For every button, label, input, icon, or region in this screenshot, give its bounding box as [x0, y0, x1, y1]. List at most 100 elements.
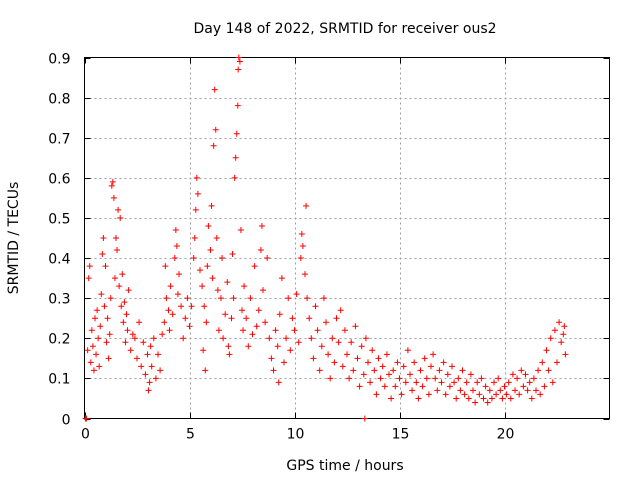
x-axis-label: GPS time / hours [286, 458, 403, 474]
data-point [472, 399, 479, 406]
data-point [111, 275, 118, 282]
data-point [314, 327, 321, 334]
data-point [86, 263, 93, 270]
data-point [94, 307, 101, 314]
data-point [124, 327, 131, 334]
data-point [240, 327, 247, 334]
data-point [234, 102, 241, 109]
data-point [361, 415, 368, 422]
data-point [136, 319, 143, 326]
data-point [428, 363, 434, 370]
data-point [182, 315, 189, 322]
data-point [146, 379, 153, 386]
data-point [202, 367, 209, 374]
data-point [163, 295, 170, 302]
y-tick-label: 0.7 [48, 132, 70, 148]
data-point [210, 142, 217, 149]
data-point [402, 379, 409, 386]
data-point [413, 379, 420, 386]
data-point [99, 251, 106, 258]
data-point [118, 303, 125, 310]
data-point [145, 387, 152, 394]
data-point [453, 395, 460, 402]
data-point [194, 190, 201, 197]
data-point [219, 255, 226, 262]
data-point [417, 367, 424, 374]
data-point [138, 363, 145, 370]
data-point [470, 387, 476, 394]
data-point [381, 383, 388, 390]
data-point [272, 327, 279, 334]
data-point [291, 327, 298, 334]
data-point [434, 387, 441, 394]
data-point [199, 283, 206, 290]
x-tick-label: 5 [186, 427, 195, 443]
data-point [247, 295, 254, 302]
data-point [514, 375, 521, 382]
data-point [486, 387, 493, 394]
data-point [140, 339, 147, 346]
data-point [235, 66, 242, 73]
data-point [98, 291, 105, 298]
y-tick-label: 0.8 [48, 92, 70, 108]
data-point [539, 359, 546, 366]
data-point [375, 355, 382, 362]
data-point [467, 371, 474, 378]
data-point [396, 375, 403, 382]
data-point [243, 315, 250, 322]
data-point [325, 351, 332, 358]
data-point [373, 391, 380, 398]
data-point [407, 371, 413, 378]
data-point [93, 351, 100, 358]
data-point [107, 295, 114, 302]
data-point [100, 235, 107, 241]
x-tick-label: 15 [392, 427, 410, 443]
data-point [545, 367, 552, 374]
data-point [465, 395, 472, 402]
data-point [162, 263, 169, 270]
data-point [308, 335, 315, 342]
data-point [193, 174, 200, 181]
data-point [258, 222, 265, 229]
data-point [302, 271, 308, 278]
data-point [430, 351, 437, 358]
data-point [304, 295, 311, 302]
data-point [119, 271, 126, 278]
data-point [251, 263, 258, 270]
data-point [365, 359, 371, 366]
data-point [274, 343, 281, 350]
data-point [335, 339, 342, 346]
x-tick-label: 20 [497, 427, 515, 443]
data-point [123, 311, 130, 318]
data-point [455, 375, 462, 382]
data-point [129, 331, 136, 338]
data-point [84, 347, 91, 354]
data-point [558, 339, 565, 346]
data-point [197, 267, 203, 274]
data-point [318, 343, 325, 350]
data-point [499, 395, 506, 402]
data-point [174, 291, 181, 298]
data-point [411, 359, 418, 366]
data-point [442, 391, 449, 398]
data-point [176, 271, 182, 278]
data-point [526, 379, 533, 386]
data-point [101, 303, 108, 310]
data-point [188, 303, 195, 310]
data-point [96, 363, 103, 370]
data-point [237, 226, 244, 233]
data-point [495, 375, 502, 382]
data-point [171, 255, 178, 262]
data-point [255, 307, 262, 314]
data-point [213, 235, 220, 241]
y-tick-label: 0.4 [48, 252, 70, 268]
axis-ticks: 0 5 10 15 20 0 0.1 0.2 0.3 0.4 0.5 0.6 0.7 0.8 0.9 [48, 52, 610, 443]
data-point [522, 371, 529, 378]
data-point [104, 315, 111, 322]
data-point [449, 363, 455, 370]
data-point [102, 263, 109, 270]
data-point [530, 375, 537, 382]
data-point [415, 395, 422, 402]
data-point [253, 323, 260, 330]
data-point [501, 383, 508, 390]
